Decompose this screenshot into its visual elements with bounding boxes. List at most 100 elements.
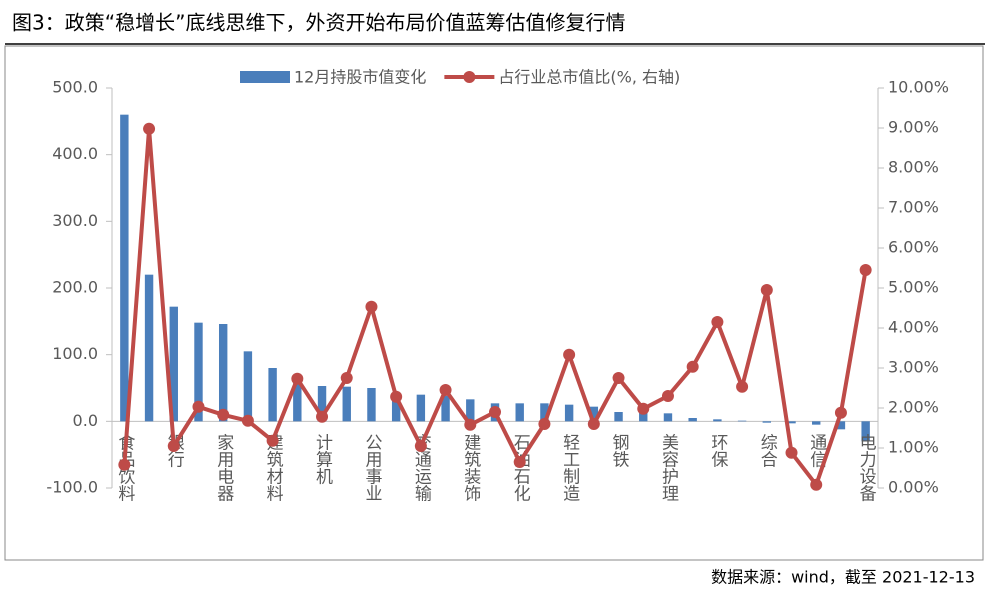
x-tick-label: 建筑装饰 [460, 433, 481, 501]
line-marker [464, 418, 477, 431]
bar [144, 274, 154, 422]
line-marker [760, 284, 773, 296]
bar [688, 418, 697, 422]
y2-tick-label: 7.00% [888, 198, 939, 217]
bar [515, 403, 524, 422]
bar [564, 404, 574, 422]
line-marker [390, 390, 403, 403]
source: 数据来源：wind，截至 2021-12-13 [711, 568, 975, 587]
line-marker [563, 348, 576, 361]
line-marker [785, 446, 798, 459]
x-tick-label: 建筑材料 [263, 433, 284, 501]
line-marker [810, 478, 823, 491]
line-marker [736, 380, 749, 393]
bar [416, 394, 426, 422]
line-marker [143, 122, 156, 135]
bar [663, 413, 673, 422]
bar [120, 114, 129, 422]
line-marker [414, 440, 427, 452]
x-tick-label: 家用电器 [213, 433, 234, 501]
line-marker [167, 440, 180, 452]
y-tick-label: 400.0 [52, 144, 98, 163]
line-marker [859, 264, 872, 276]
line-marker [587, 418, 600, 430]
bar [317, 386, 327, 422]
x-tick-label: 钢铁 [609, 433, 630, 467]
bar [737, 420, 747, 422]
y2-tick-label: 4.00% [888, 318, 939, 337]
y2-tick-label: 2.00% [888, 398, 939, 417]
line-marker [316, 410, 329, 423]
chart-title: 图3：政策“稳增长”底线思维下，外资开始布局价值蓝筹估值修复行情 [12, 11, 625, 35]
frame [4, 45, 984, 561]
bar [342, 386, 351, 422]
y2-tick-label: 3.00% [888, 358, 939, 377]
x-tick-label: 电力设备 [856, 433, 877, 501]
line-marker [241, 414, 254, 427]
x-tick-label: 轻工制造 [559, 433, 580, 501]
legend-swatch [240, 71, 290, 83]
bar [466, 399, 475, 422]
bar [194, 322, 203, 422]
bar [836, 421, 846, 430]
y2-tick-label: 8.00% [888, 158, 939, 177]
y-tick-label: 100.0 [52, 344, 98, 363]
bar [169, 306, 178, 422]
bar [787, 421, 796, 424]
line-marker [489, 406, 501, 418]
line-marker [612, 372, 625, 384]
x-tick-label: 公用事业 [361, 433, 382, 501]
line-marker [365, 300, 378, 313]
y-tick-label: 500.0 [52, 78, 98, 97]
line-marker [834, 406, 847, 419]
line-marker [661, 390, 674, 402]
line-marker [439, 384, 452, 396]
line-marker [217, 408, 230, 421]
bar [293, 378, 302, 422]
x-tick-label: 美容护理 [658, 433, 679, 501]
line-marker [637, 402, 650, 415]
legend-label: 12月持股市值变化 [294, 68, 426, 87]
line [122, 126, 868, 487]
bar [441, 396, 450, 422]
bar [589, 406, 599, 422]
y2-tick-label: 9.00% [888, 118, 939, 137]
y-tick-label: -100.0 [46, 478, 98, 497]
bar [614, 412, 623, 422]
line-marker [538, 418, 551, 430]
line-marker [118, 458, 131, 471]
bar [713, 419, 722, 422]
y2-tick-label: 10.00% [888, 78, 949, 97]
line-marker [686, 360, 699, 373]
x-tick-label: 通信 [806, 433, 827, 467]
line-marker [513, 456, 526, 468]
y-tick-label: 200.0 [52, 278, 98, 297]
line-marker [192, 400, 205, 413]
line-marker [291, 372, 304, 385]
x-tick-label: 交通运输 [411, 433, 432, 502]
bar [762, 421, 772, 423]
line-marker [711, 316, 724, 328]
bar [218, 324, 228, 422]
x-tick-label: 计算机 [312, 433, 333, 484]
bar [268, 368, 277, 422]
x-tick-label: 综合 [757, 433, 778, 467]
y-tick-label: 0.0 [73, 411, 98, 430]
bar [243, 351, 253, 422]
legend-label: 占行业总市值比(%, 右轴) [498, 68, 680, 87]
legend-swatch [463, 71, 476, 83]
y2-tick-label: 5.00% [888, 278, 939, 297]
bar [540, 403, 549, 422]
bar [367, 388, 376, 422]
y-tick-label: 300.0 [52, 211, 98, 230]
bar [812, 421, 821, 425]
bar [639, 412, 648, 422]
bar [391, 393, 401, 422]
y2-tick-label: 1.00% [888, 438, 939, 457]
y2-tick-label: 6.00% [888, 238, 939, 257]
bar [861, 421, 870, 442]
line-marker [266, 434, 279, 447]
x-tick-label: 环保 [707, 433, 728, 467]
line-marker [340, 372, 353, 384]
